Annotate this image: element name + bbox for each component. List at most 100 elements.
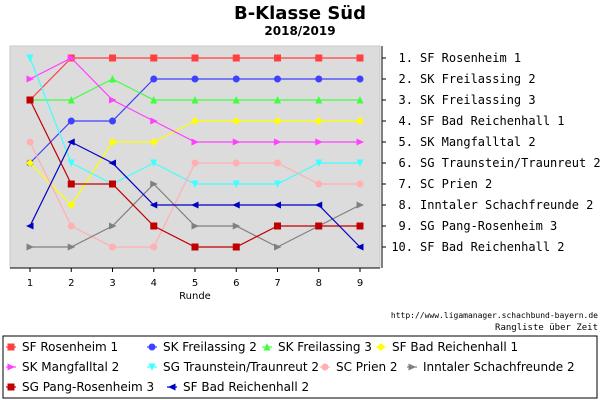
rank-label: 6. [399,156,413,170]
data-point [356,117,364,125]
data-point [356,54,364,62]
legend-marker [7,363,15,371]
source-url[interactable]: http://www.ligamanager.schachbund-bayern… [391,311,598,320]
data-point [191,159,199,167]
legend-item: SK Mangfalltal 2 [6,360,119,374]
data-point [191,222,199,230]
x-tick-label: 1 [27,278,33,289]
data-point [191,75,199,83]
data-point [150,117,158,125]
legend: SF Rosenheim 1 SK Freilassing 2 SK Freilas… [6,340,575,394]
chart-title: B-Klasse Süd [234,3,366,24]
plot-area [9,45,381,269]
series-group [26,138,364,251]
data-point [315,159,323,167]
data-point [315,96,323,104]
data-point [274,54,281,62]
data-point [274,159,281,167]
data-point [150,243,158,251]
rank-team-label: SF Rosenheim 1 [420,51,521,65]
legend-box [2,335,598,399]
rank-team-label: SG Traunstein/Traunreut 2 [420,156,600,170]
rank-team-label: SG Pang-Rosenheim 3 [420,219,557,233]
data-point [26,96,34,104]
data-point [67,222,75,230]
legend-item: SF Bad Reichenhall 1 [376,340,518,354]
legend-item: SK Freilassing 2 [147,340,257,354]
legend-marker [7,343,15,351]
data-point [150,159,158,167]
data-point [150,180,158,188]
legend-marker [321,363,329,371]
data-point [67,159,75,167]
data-point [356,222,364,230]
data-point [274,75,281,83]
data-point [356,243,364,251]
x-tick-label: 8 [316,278,322,289]
data-point [191,96,199,104]
legend-marker [263,343,271,351]
x-axis: 1 2 3 4 5 6 7 8 9 [27,268,363,289]
data-point [315,54,323,62]
data-point [191,54,199,62]
data-point [109,54,116,62]
series-layer [26,54,364,251]
legend-label: Inntaler Schachfreunde 2 [423,360,575,374]
data-point [274,96,281,104]
data-point [232,75,240,83]
data-point [191,180,199,188]
legend-label: SF Bad Reichenhall 1 [392,340,518,354]
data-point [26,138,34,146]
data-point [149,138,158,146]
data-point [149,201,158,209]
data-point [232,54,240,62]
data-point [67,243,76,251]
rank-label: 5. [399,135,413,149]
legend-item: SC Prien 2 [320,360,398,374]
legend-marker [408,363,416,371]
data-point [356,96,364,104]
data-point [108,138,117,146]
data-point [356,75,364,83]
x-tick-label: 3 [109,278,115,289]
rank-label: 7. [399,177,413,191]
rank-team-label: SK Mangfalltal 2 [420,135,536,149]
data-point [232,117,241,125]
data-point [67,180,75,188]
data-point [356,159,364,167]
data-point [67,201,76,209]
data-point [314,201,323,209]
legend-item: SF Rosenheim 1 [6,340,118,354]
series-group [26,138,364,251]
rank-team-label: SF Bad Reichenhall 1 [420,114,565,128]
legend-item: SF Bad Reichenhall 2 [167,380,309,394]
series-group [26,96,364,251]
legend-marker [377,343,385,351]
legend-label: SG Pang-Rosenheim 3 [22,380,154,394]
legend-marker [148,343,156,351]
data-point [315,75,323,83]
data-point [150,75,158,83]
rank-team-label: SK Freilassing 2 [420,72,536,86]
rank-team-label: SK Freilassing 3 [420,93,536,107]
legend-label: SK Mangfalltal 2 [22,360,119,374]
data-point [315,180,323,188]
data-point [191,138,199,146]
data-point [109,243,116,251]
legend-marker [148,363,156,371]
data-point [314,117,323,125]
data-point [232,243,240,251]
series-group [26,54,364,188]
data-point [26,75,34,83]
data-point [150,96,158,104]
rank-team-label: Inntaler Schachfreunde 2 [420,198,593,212]
legend-item: SG Traunstein/Traunreut 2 [147,360,319,374]
legend-item: Inntaler Schachfreunde 2 [407,360,575,374]
x-axis-label: Runde [179,291,211,302]
data-point [67,117,75,125]
x-tick-label: 6 [233,278,239,289]
data-point [356,180,364,188]
rank-axis: 1. SF Rosenheim 1 2. SK Freilassing 2 3. SK F… [382,51,600,254]
rank-label: 1. [399,51,413,65]
